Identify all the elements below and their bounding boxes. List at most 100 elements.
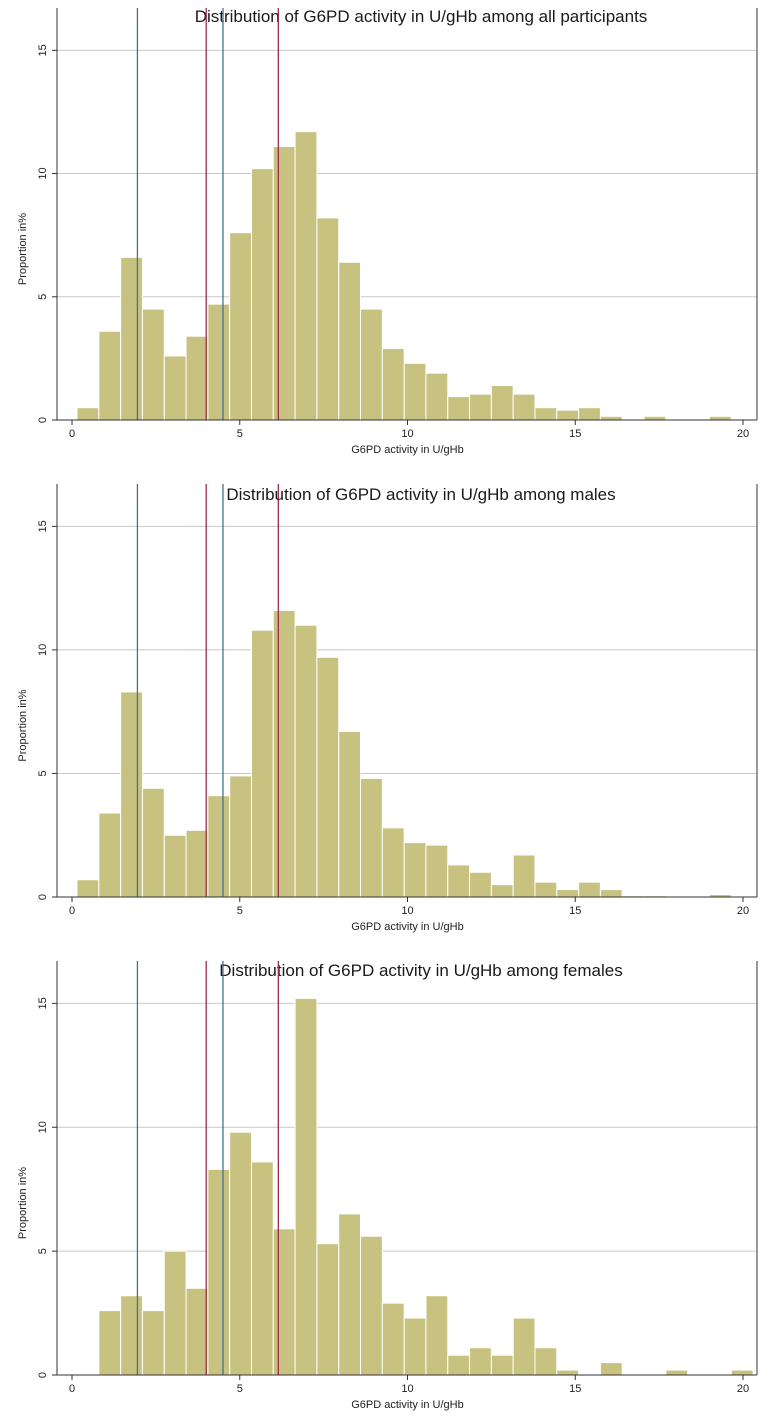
histogram-bar [207, 1168, 231, 1376]
histogram-bar [338, 730, 362, 898]
histogram-bar [534, 881, 558, 898]
histogram-bar [381, 1302, 405, 1376]
histogram-bar [250, 629, 274, 898]
histogram-bar [556, 409, 580, 421]
histogram-bar [163, 355, 187, 421]
histogram-bar [229, 1131, 252, 1376]
x-tick-label: 20 [737, 1383, 749, 1395]
x-tick-label: 20 [737, 428, 749, 440]
histogram-bar [643, 415, 667, 421]
x-tick-label: 10 [401, 905, 413, 917]
y-tick-label: 15 [37, 520, 49, 532]
y-tick-label: 0 [37, 417, 49, 423]
histogram-bar [141, 308, 165, 421]
histogram-bar [76, 879, 100, 898]
histogram-bar [490, 384, 514, 421]
x-axis-label: G6PD activity in U/gHb [351, 921, 463, 933]
histogram-bar [512, 1317, 536, 1376]
histogram-bar [403, 362, 427, 421]
x-tick-label: 5 [237, 1383, 243, 1395]
y-tick-label: 15 [37, 997, 49, 1009]
x-tick-label: 5 [237, 428, 243, 440]
histogram-bar [360, 308, 383, 421]
histogram-bar [141, 787, 165, 898]
y-tick-label: 5 [37, 1248, 49, 1254]
x-tick-label: 10 [401, 1383, 413, 1395]
x-tick-label: 0 [69, 428, 75, 440]
histogram-bar [490, 884, 514, 898]
histogram-bar [185, 829, 209, 898]
histogram-bar [447, 864, 471, 898]
y-tick-label: 0 [37, 894, 49, 900]
histogram-bar [294, 131, 318, 421]
histogram-bar [425, 372, 449, 421]
histogram-bar [229, 232, 252, 421]
histogram-bar [98, 1310, 122, 1376]
histogram-bar [469, 871, 492, 898]
histogram-bar [120, 1295, 143, 1376]
histogram-bar [229, 775, 252, 898]
histogram-bar [185, 1287, 209, 1376]
histogram-bar [272, 145, 296, 421]
y-tick-label: 5 [37, 770, 49, 776]
histogram-bar [665, 1369, 689, 1376]
histogram-bar [512, 854, 536, 898]
histogram-bar [708, 415, 732, 421]
histogram-bar [163, 1250, 187, 1376]
x-axis-label: G6PD activity in U/gHb [351, 1399, 463, 1411]
histogram-bar [469, 393, 492, 421]
histogram-bar [469, 1347, 492, 1376]
histogram-bar [185, 335, 209, 421]
chart-title: Distribution of G6PD activity in U/gHb a… [226, 485, 615, 504]
histogram-bar [294, 997, 318, 1376]
histogram-bar [403, 1317, 427, 1376]
histogram-bar [250, 1161, 274, 1376]
histogram-bar [599, 889, 623, 898]
x-tick-label: 15 [569, 428, 581, 440]
x-tick-label: 0 [69, 1383, 75, 1395]
y-axis-label: Proportion in% [17, 689, 29, 761]
histogram-bar [207, 303, 231, 421]
x-tick-label: 20 [737, 905, 749, 917]
histogram-bar [425, 844, 449, 898]
y-axis-label: Proportion in% [17, 213, 29, 285]
x-tick-label: 0 [69, 905, 75, 917]
x-tick-label: 15 [569, 1383, 581, 1395]
histogram-bar [599, 1362, 623, 1376]
histogram-bar [360, 777, 383, 898]
histogram-bar [534, 407, 558, 421]
histogram-bar [403, 842, 427, 898]
histogram-bar [294, 624, 318, 898]
histogram-bar [599, 415, 623, 421]
chart-panel-2: Distribution of G6PD activity in U/gHb a… [17, 484, 758, 933]
histogram-bar [512, 393, 536, 421]
histogram-bar [338, 261, 362, 421]
x-tick-label: 5 [237, 905, 243, 917]
histogram-bar [578, 881, 601, 898]
histogram-bar [76, 407, 100, 421]
y-tick-label: 5 [37, 294, 49, 300]
histogram-bar [490, 1354, 514, 1376]
x-tick-label: 10 [401, 428, 413, 440]
y-tick-label: 10 [37, 1121, 49, 1133]
histogram-bar [272, 1228, 296, 1376]
chart-panel-3: Distribution of G6PD activity in U/gHb a… [17, 961, 758, 1411]
histogram-bar [163, 834, 187, 898]
x-axis-label: G6PD activity in U/gHb [351, 444, 463, 456]
histogram-bar [316, 1243, 340, 1376]
histogram-bar [425, 1295, 449, 1376]
histogram-bar [447, 1354, 471, 1376]
histogram-bar [338, 1213, 362, 1376]
chart-title: Distribution of G6PD activity in U/gHb a… [195, 7, 648, 26]
histogram-bar [534, 1347, 558, 1376]
y-tick-label: 0 [37, 1372, 49, 1378]
y-tick-label: 15 [37, 44, 49, 56]
histogram-bar [381, 827, 405, 898]
chart-panel-1: Distribution of G6PD activity in U/gHb a… [17, 7, 758, 456]
histogram-bar [207, 795, 231, 898]
y-axis-label: Proportion in% [17, 1167, 29, 1239]
y-tick-label: 10 [37, 644, 49, 656]
histogram-bar [316, 656, 340, 898]
